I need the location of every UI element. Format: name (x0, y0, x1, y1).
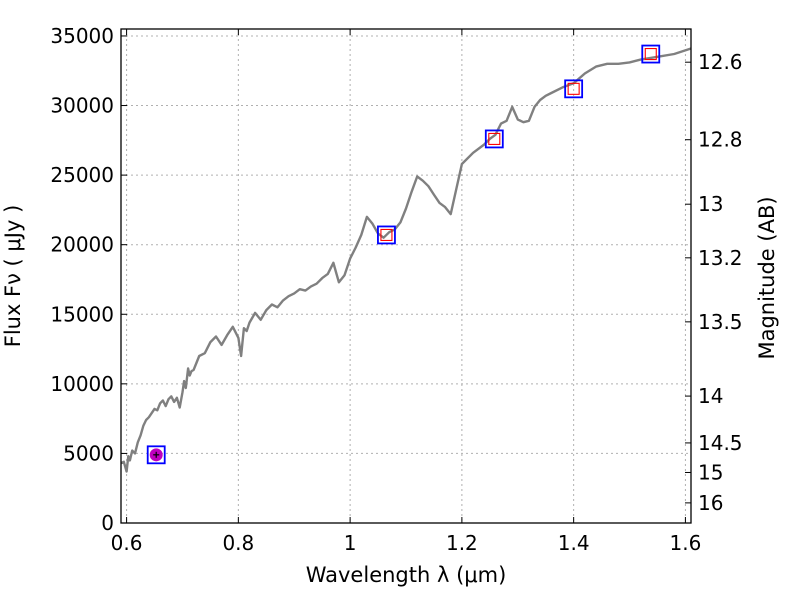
x-tick-label: 0.8 (222, 531, 254, 555)
marker-outer-square (146, 445, 166, 465)
y-tick-label: 5000 (63, 441, 114, 465)
x-tick-label: 1.2 (446, 531, 478, 555)
y2-tick-label: 12.8 (698, 128, 743, 152)
spectrum-series (120, 47, 692, 473)
y2-tick-label: 12.6 (698, 50, 743, 74)
y-tick-label: 10000 (50, 372, 114, 396)
grid (121, 29, 691, 523)
y-tick-label: 0 (101, 511, 114, 535)
y2-tick-label: 16 (698, 491, 723, 515)
y2-tick-label: 13.2 (698, 246, 743, 270)
plot-frame (120, 28, 692, 524)
y-tick-label: 15000 (50, 302, 114, 326)
y-tick-label: 30000 (50, 94, 114, 118)
x-tick-label: 1 (344, 531, 357, 555)
spectrum-line (120, 47, 692, 473)
marker-outer-square (484, 129, 504, 149)
photometry-point (564, 79, 584, 99)
photometry-point (377, 225, 396, 245)
y2-tick-label: 13.5 (698, 310, 743, 334)
x-tick-label: 1.6 (670, 531, 702, 555)
marker-inner-square (644, 47, 657, 61)
photometry-point (641, 44, 661, 64)
photometry-point (484, 129, 504, 149)
y2-tick-label: 15 (698, 460, 723, 484)
x-tick-label: 1.4 (558, 531, 590, 555)
y-tick-label: 25000 (50, 163, 114, 187)
y2-tick-label: 14 (698, 384, 723, 408)
y-tick-label: 20000 (50, 233, 114, 257)
y-axis-label: Flux Fν ( μJy ) (1, 205, 25, 348)
y2-tick-label: 13 (698, 192, 723, 216)
marker-inner-square (567, 82, 580, 95)
marker-outer-square (564, 79, 584, 99)
y-tick-label: 35000 (50, 24, 114, 48)
y2-tick-label: 14.5 (698, 431, 743, 455)
x-axis-label: Wavelength λ (μm) (306, 563, 507, 587)
marker-outer-square (377, 225, 396, 245)
x-tick-label: 0.6 (111, 531, 143, 555)
marker-outer-square (641, 44, 661, 64)
y2-axis-label: Magnitude (AB) (755, 196, 779, 359)
photometry-point (146, 445, 166, 465)
marker-inner-square (380, 228, 393, 241)
marker-inner-square (488, 132, 501, 145)
photometry-markers (146, 44, 661, 465)
axis-ticks: 0.6 0.8 1 1.2 1.4 1.6 0 5000 10000 15000 20000 2500… (50, 24, 742, 555)
